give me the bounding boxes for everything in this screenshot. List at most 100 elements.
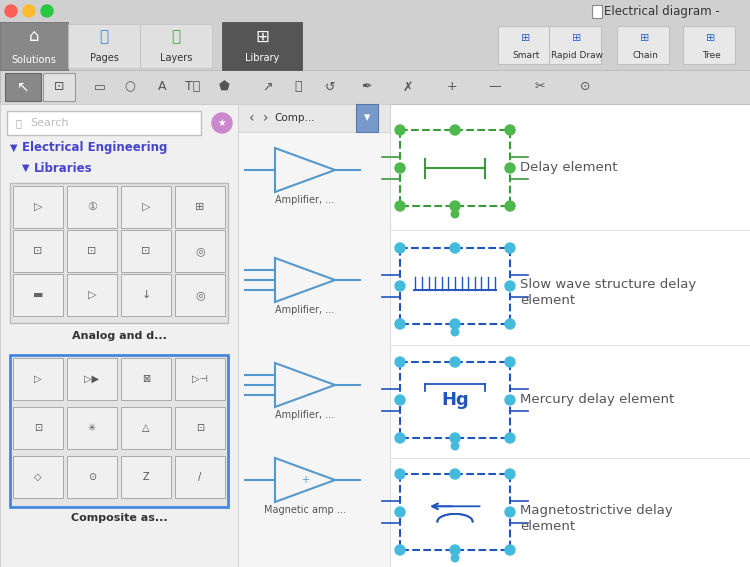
Bar (121, 407, 171, 449)
Bar (498, 26, 550, 64)
Text: ⊞: ⊞ (640, 33, 650, 43)
Text: ⬟: ⬟ (218, 81, 229, 94)
Circle shape (452, 328, 459, 336)
Text: Comp...: Comp... (274, 113, 315, 123)
Text: Rapid Draw: Rapid Draw (551, 52, 603, 61)
Bar (238, 104, 390, 567)
Text: +: + (447, 81, 458, 94)
Text: ↓: ↓ (141, 290, 151, 300)
Text: ✒: ✒ (361, 81, 371, 94)
Text: Delay element: Delay element (520, 162, 617, 175)
Circle shape (395, 125, 405, 135)
Text: ✂: ✂ (535, 81, 545, 94)
Circle shape (395, 163, 405, 173)
Text: ⊞: ⊞ (521, 33, 531, 43)
Text: ↖: ↖ (16, 79, 29, 95)
Circle shape (212, 113, 232, 133)
Bar (67, 274, 117, 316)
Text: ⊡: ⊡ (54, 81, 64, 94)
Text: ▷⊣: ▷⊣ (192, 374, 208, 384)
Text: ›: › (263, 111, 268, 125)
Bar (13, 407, 63, 449)
Circle shape (395, 395, 405, 405)
Bar (400, 130, 510, 206)
Text: Mercury delay element: Mercury delay element (520, 393, 674, 407)
Text: T⃞: T⃞ (185, 81, 201, 94)
Text: Amplifier, ...: Amplifier, ... (275, 305, 334, 315)
Text: ⊞: ⊞ (572, 33, 582, 43)
Text: ▷: ▷ (34, 374, 42, 384)
Circle shape (505, 281, 515, 291)
Bar (7, 111, 201, 135)
Text: ⊡: ⊡ (87, 246, 97, 256)
Circle shape (505, 433, 515, 443)
Bar (67, 456, 117, 498)
Circle shape (450, 433, 460, 443)
Text: Slow wave structure delay: Slow wave structure delay (520, 278, 696, 291)
Bar (121, 186, 171, 228)
Text: Libraries: Libraries (34, 162, 93, 175)
Bar (400, 362, 510, 438)
Text: Composite as...: Composite as... (70, 513, 167, 523)
Text: Magnetic amp ...: Magnetic amp ... (264, 505, 346, 515)
Circle shape (395, 281, 405, 291)
Bar (356, 104, 378, 132)
Bar (400, 248, 510, 324)
Bar (10, 355, 228, 507)
Bar (549, 26, 601, 64)
Text: ▷: ▷ (34, 202, 42, 212)
Circle shape (395, 545, 405, 555)
Text: ⊞: ⊞ (706, 33, 716, 43)
Circle shape (505, 357, 515, 367)
Circle shape (23, 5, 35, 17)
Text: Library: Library (244, 53, 279, 63)
Bar (238, 104, 390, 132)
Circle shape (505, 319, 515, 329)
Text: Amplifier, ...: Amplifier, ... (275, 195, 334, 205)
Text: ○: ○ (124, 81, 136, 94)
Text: ⊡: ⊡ (33, 246, 43, 256)
Text: ▾: ▾ (364, 112, 370, 125)
Bar (43, 73, 75, 101)
Bar (13, 230, 63, 272)
Bar (175, 407, 225, 449)
Circle shape (395, 243, 405, 253)
Text: ⊞: ⊞ (195, 202, 205, 212)
Text: ▷▶: ▷▶ (85, 374, 100, 384)
Bar (5, 73, 41, 101)
Text: ⊞: ⊞ (255, 28, 269, 46)
Circle shape (450, 319, 460, 329)
Text: Pages: Pages (89, 53, 118, 63)
Circle shape (505, 507, 515, 517)
Bar (0, 22, 68, 70)
Circle shape (452, 210, 459, 218)
Text: 📄: 📄 (100, 29, 109, 44)
Text: ⊡: ⊡ (141, 246, 151, 256)
Circle shape (505, 545, 515, 555)
Text: ‹: ‹ (249, 111, 255, 125)
Bar (222, 22, 302, 70)
Bar (13, 274, 63, 316)
Bar (0, 104, 238, 567)
Text: Electrical Engineering: Electrical Engineering (22, 142, 167, 154)
Bar (175, 230, 225, 272)
Bar (175, 358, 225, 400)
Circle shape (450, 357, 460, 367)
Bar (390, 104, 750, 567)
Text: ▼: ▼ (10, 143, 17, 153)
Bar (67, 358, 117, 400)
Text: ⊡: ⊡ (196, 423, 204, 433)
Bar (592, 5, 602, 18)
Bar (13, 456, 63, 498)
Circle shape (452, 555, 459, 562)
Bar (175, 274, 225, 316)
Bar (121, 230, 171, 272)
Text: Z: Z (142, 472, 149, 482)
Text: ▼: ▼ (22, 163, 29, 173)
Text: +: + (301, 475, 309, 485)
Circle shape (450, 243, 460, 253)
Text: ⊠: ⊠ (142, 374, 150, 384)
Circle shape (395, 357, 405, 367)
Circle shape (395, 433, 405, 443)
Circle shape (5, 5, 17, 17)
